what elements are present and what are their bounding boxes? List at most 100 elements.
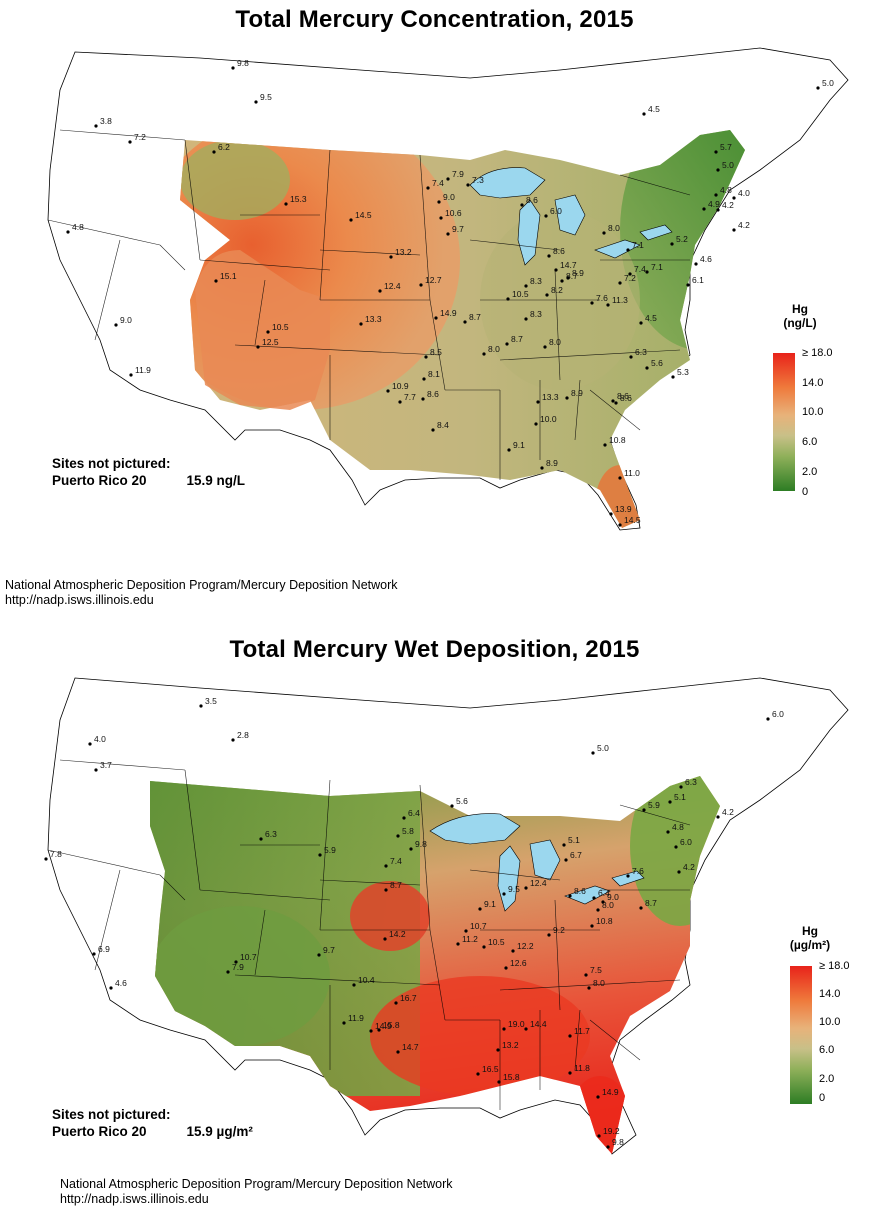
site-value-label: 12.7 (425, 275, 442, 285)
sites-not-pictured-heading: Sites not pictured: (52, 1107, 171, 1122)
site-marker (424, 355, 428, 359)
credit-line1: National Atmospheric Deposition Program/… (60, 1177, 453, 1191)
site-value-label: 11.2 (462, 934, 478, 944)
site-marker (520, 203, 524, 207)
legend-tick: 0 (819, 1092, 826, 1104)
site-marker (349, 218, 353, 222)
site-marker (394, 1001, 398, 1005)
site-marker (601, 900, 605, 904)
site-marker (714, 150, 718, 154)
credit-line1: National Atmospheric Deposition Program/… (5, 578, 398, 592)
site-value-label: 14.5 (355, 210, 372, 220)
site-marker (88, 742, 92, 746)
site-value: 15.9 ng/L (186, 473, 246, 488)
site-value-label: 8.0 (488, 344, 500, 354)
legend-title-line1: Hg (792, 302, 808, 316)
site-value-label: 7.5 (590, 965, 602, 975)
site-value-label: 12.4 (384, 281, 401, 291)
site-marker (434, 316, 438, 320)
map-title: Total Mercury Concentration, 2015 (235, 6, 634, 33)
site-marker (256, 345, 260, 349)
site-value-label: 7.6 (632, 866, 644, 876)
site-marker (384, 864, 388, 868)
site-value-label: 19.0 (508, 1019, 525, 1029)
site-value-label: 8.0 (593, 978, 605, 988)
site-marker (497, 1080, 501, 1084)
site-marker (422, 377, 426, 381)
site-value-label: 10.7 (470, 921, 487, 931)
site-value-label: 7.8 (50, 849, 62, 859)
site-marker (606, 1145, 610, 1149)
site-marker (231, 66, 235, 70)
site-value-label: 5.9 (648, 800, 660, 810)
site-value-label: 8.5 (430, 347, 442, 357)
site-value-label: 9.7 (323, 945, 335, 955)
site-value-label: 5.6 (456, 796, 468, 806)
site-name: Puerto Rico 20 (52, 473, 147, 488)
site-value-label: 8.7 (645, 898, 657, 908)
site-marker (702, 207, 706, 211)
site-marker (629, 355, 633, 359)
site-value-label: 6.9 (98, 944, 110, 954)
concentration-legend: Hg (ng/L) (770, 302, 830, 330)
deposition-map-panel: 3.5 2.8 4.0 3.7 7.8 5.0 6.0 6.3 5.9 6.3 5.1 4.8 4.2 6… (0, 616, 869, 1232)
site-marker (716, 815, 720, 819)
site-value-label: 6.3 (265, 829, 277, 839)
site-value-label: 4.5 (645, 313, 657, 323)
site-value-label: 7.4 (634, 264, 646, 274)
site-value-label: 4.2 (722, 807, 734, 817)
site-marker (671, 375, 675, 379)
site-value-label: 12.5 (262, 337, 279, 347)
site-marker (677, 870, 681, 874)
site-value-label: 4.2 (738, 220, 750, 230)
site-value-label: 7.9 (232, 962, 244, 972)
site-value-label: 14.9 (375, 1021, 392, 1031)
site-marker (511, 949, 515, 953)
site-marker (378, 289, 382, 293)
legend-title-line2: (ng/L) (783, 316, 817, 330)
site-value-label: 4.2 (722, 200, 734, 210)
site-marker (602, 231, 606, 235)
site-value-label: 8.0 (549, 337, 561, 347)
site-marker (437, 200, 441, 204)
site-marker (383, 937, 387, 941)
site-value-label: 7.2 (624, 273, 636, 283)
site-value-label: 11.8 (574, 1063, 590, 1073)
site-value-label: 3.8 (100, 116, 112, 126)
site-value-label: 10.5 (512, 289, 529, 299)
site-value-label: 8.0 (602, 900, 614, 910)
site-marker (450, 804, 454, 808)
site-marker (686, 283, 690, 287)
site-value-label: 7.6 (596, 293, 608, 303)
legend-tick: 6.0 (802, 436, 818, 448)
legend-tick: 2.0 (802, 466, 818, 478)
site-value-label: 8.6 (427, 389, 439, 399)
site-marker (231, 738, 235, 742)
site-marker (596, 1095, 600, 1099)
site-value-label: 5.3 (677, 367, 689, 377)
site-marker (386, 389, 390, 393)
site-marker (496, 1048, 500, 1052)
legend-tick: 0 (802, 486, 809, 498)
site-value-label: 4.2 (683, 862, 695, 872)
site-marker (645, 366, 649, 370)
site-value-label: 3.5 (205, 696, 217, 706)
site-marker (129, 373, 133, 377)
site-marker (502, 1027, 506, 1031)
site-value-label: 8.6 (620, 393, 632, 403)
site-value-label: 13.9 (615, 504, 632, 514)
site-marker (199, 704, 203, 708)
site-value-label: 5.1 (674, 792, 686, 802)
credit-line2: http://nadp.isws.illinois.edu (60, 1192, 209, 1206)
site-marker (506, 297, 510, 301)
site-marker (128, 140, 132, 144)
site-value-label: 10.9 (392, 381, 409, 391)
site-value-label: 5.0 (597, 743, 609, 753)
site-marker (409, 847, 413, 851)
deposition-map: 3.5 2.8 4.0 3.7 7.8 5.0 6.0 6.3 5.9 6.3 5.1 4.8 4.2 6… (44, 677, 849, 1155)
credit: National Atmospheric Deposition Program/… (60, 1177, 453, 1207)
site-marker (816, 86, 820, 90)
site-markers: 3.5 2.8 4.0 3.7 7.8 5.0 6.0 6.3 5.9 6.3 5.1 4.8 4.2 6… (44, 696, 784, 1149)
site-value-label: 7.3 (472, 175, 484, 185)
site-marker (114, 323, 118, 327)
